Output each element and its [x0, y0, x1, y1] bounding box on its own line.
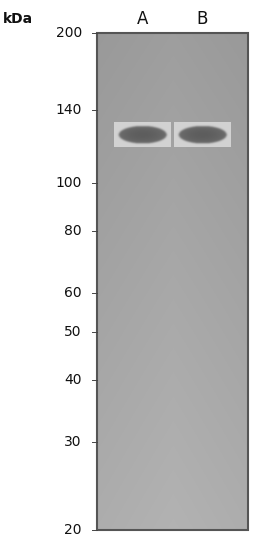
Text: 20: 20: [65, 523, 82, 537]
Text: 80: 80: [64, 224, 82, 238]
Text: kDa: kDa: [3, 12, 33, 26]
Text: 40: 40: [65, 373, 82, 388]
Text: 140: 140: [56, 103, 82, 117]
Text: B: B: [197, 10, 208, 28]
Text: 30: 30: [65, 436, 82, 449]
Text: 50: 50: [65, 325, 82, 339]
Text: A: A: [136, 10, 148, 28]
Text: 60: 60: [64, 286, 82, 300]
Text: 100: 100: [56, 176, 82, 190]
Bar: [97, 33, 248, 530]
Text: 200: 200: [56, 26, 82, 40]
